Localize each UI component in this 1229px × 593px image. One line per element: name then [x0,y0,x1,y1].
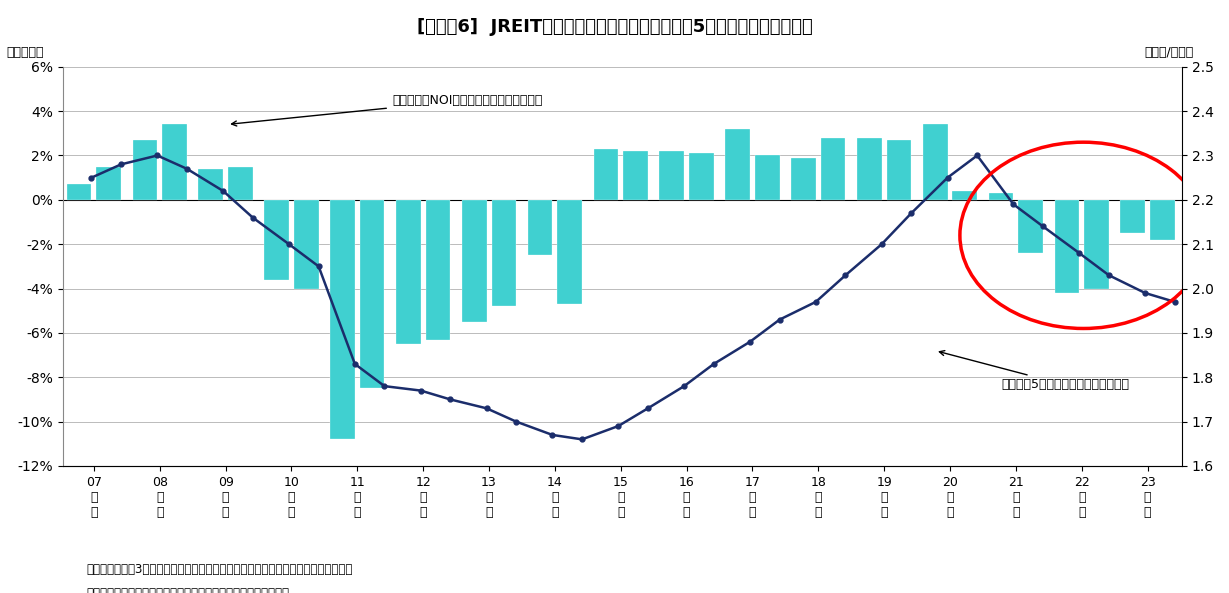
Bar [1150,200,1175,240]
Bar [527,200,552,256]
Bar [1084,200,1109,289]
Bar [886,140,912,200]
Bar [988,193,1014,200]
Text: （万円/月坪）: （万円/月坪） [1144,46,1193,59]
Bar [594,149,618,200]
Bar [755,155,779,200]
Bar [791,158,816,200]
Text: （前年比）: （前年比） [6,46,44,59]
Bar [857,138,881,200]
Bar [660,151,685,200]
Bar [264,200,289,280]
Bar [725,129,750,200]
Bar [1019,200,1043,253]
Bar [66,184,91,200]
Bar [360,200,385,388]
Bar [96,167,122,200]
Bar [462,200,487,322]
Text: 東京都心5区の平均募集賃料（右軸）: 東京都心5区の平均募集賃料（右軸） [939,350,1129,391]
Bar [923,125,948,200]
Bar [198,169,224,200]
Bar [229,167,253,200]
Bar [1054,200,1079,293]
Bar [689,153,714,200]
Bar [623,151,648,200]
Text: 保有ビルのNOI（前年比増減率）（左軸）: 保有ビルのNOI（前年比増減率）（左軸） [231,94,542,126]
Bar [396,200,420,344]
Text: （注）各時点で3期以上の運用実績があり継続比較可能なオフィスビルを対象に集計: （注）各時点で3期以上の運用実績があり継続比較可能なオフィスビルを対象に集計 [86,563,353,576]
Bar [1121,200,1145,233]
Bar [331,200,355,439]
Bar [425,200,450,340]
Bar [162,125,187,200]
Text: [図表－6]  JREIT保有ビルの内部成長と東京都心5区のオフィス募集賃料: [図表－6] JREIT保有ビルの内部成長と東京都心5区のオフィス募集賃料 [417,18,812,36]
Bar [821,138,846,200]
Text: （出所）三鬼商事、開示資料をもとにニッセイ基礎研究所が作成: （出所）三鬼商事、開示資料をもとにニッセイ基礎研究所が作成 [86,587,289,593]
Bar [294,200,318,289]
Bar [952,191,977,200]
Bar [492,200,516,307]
Bar [558,200,583,304]
Bar [133,140,157,200]
